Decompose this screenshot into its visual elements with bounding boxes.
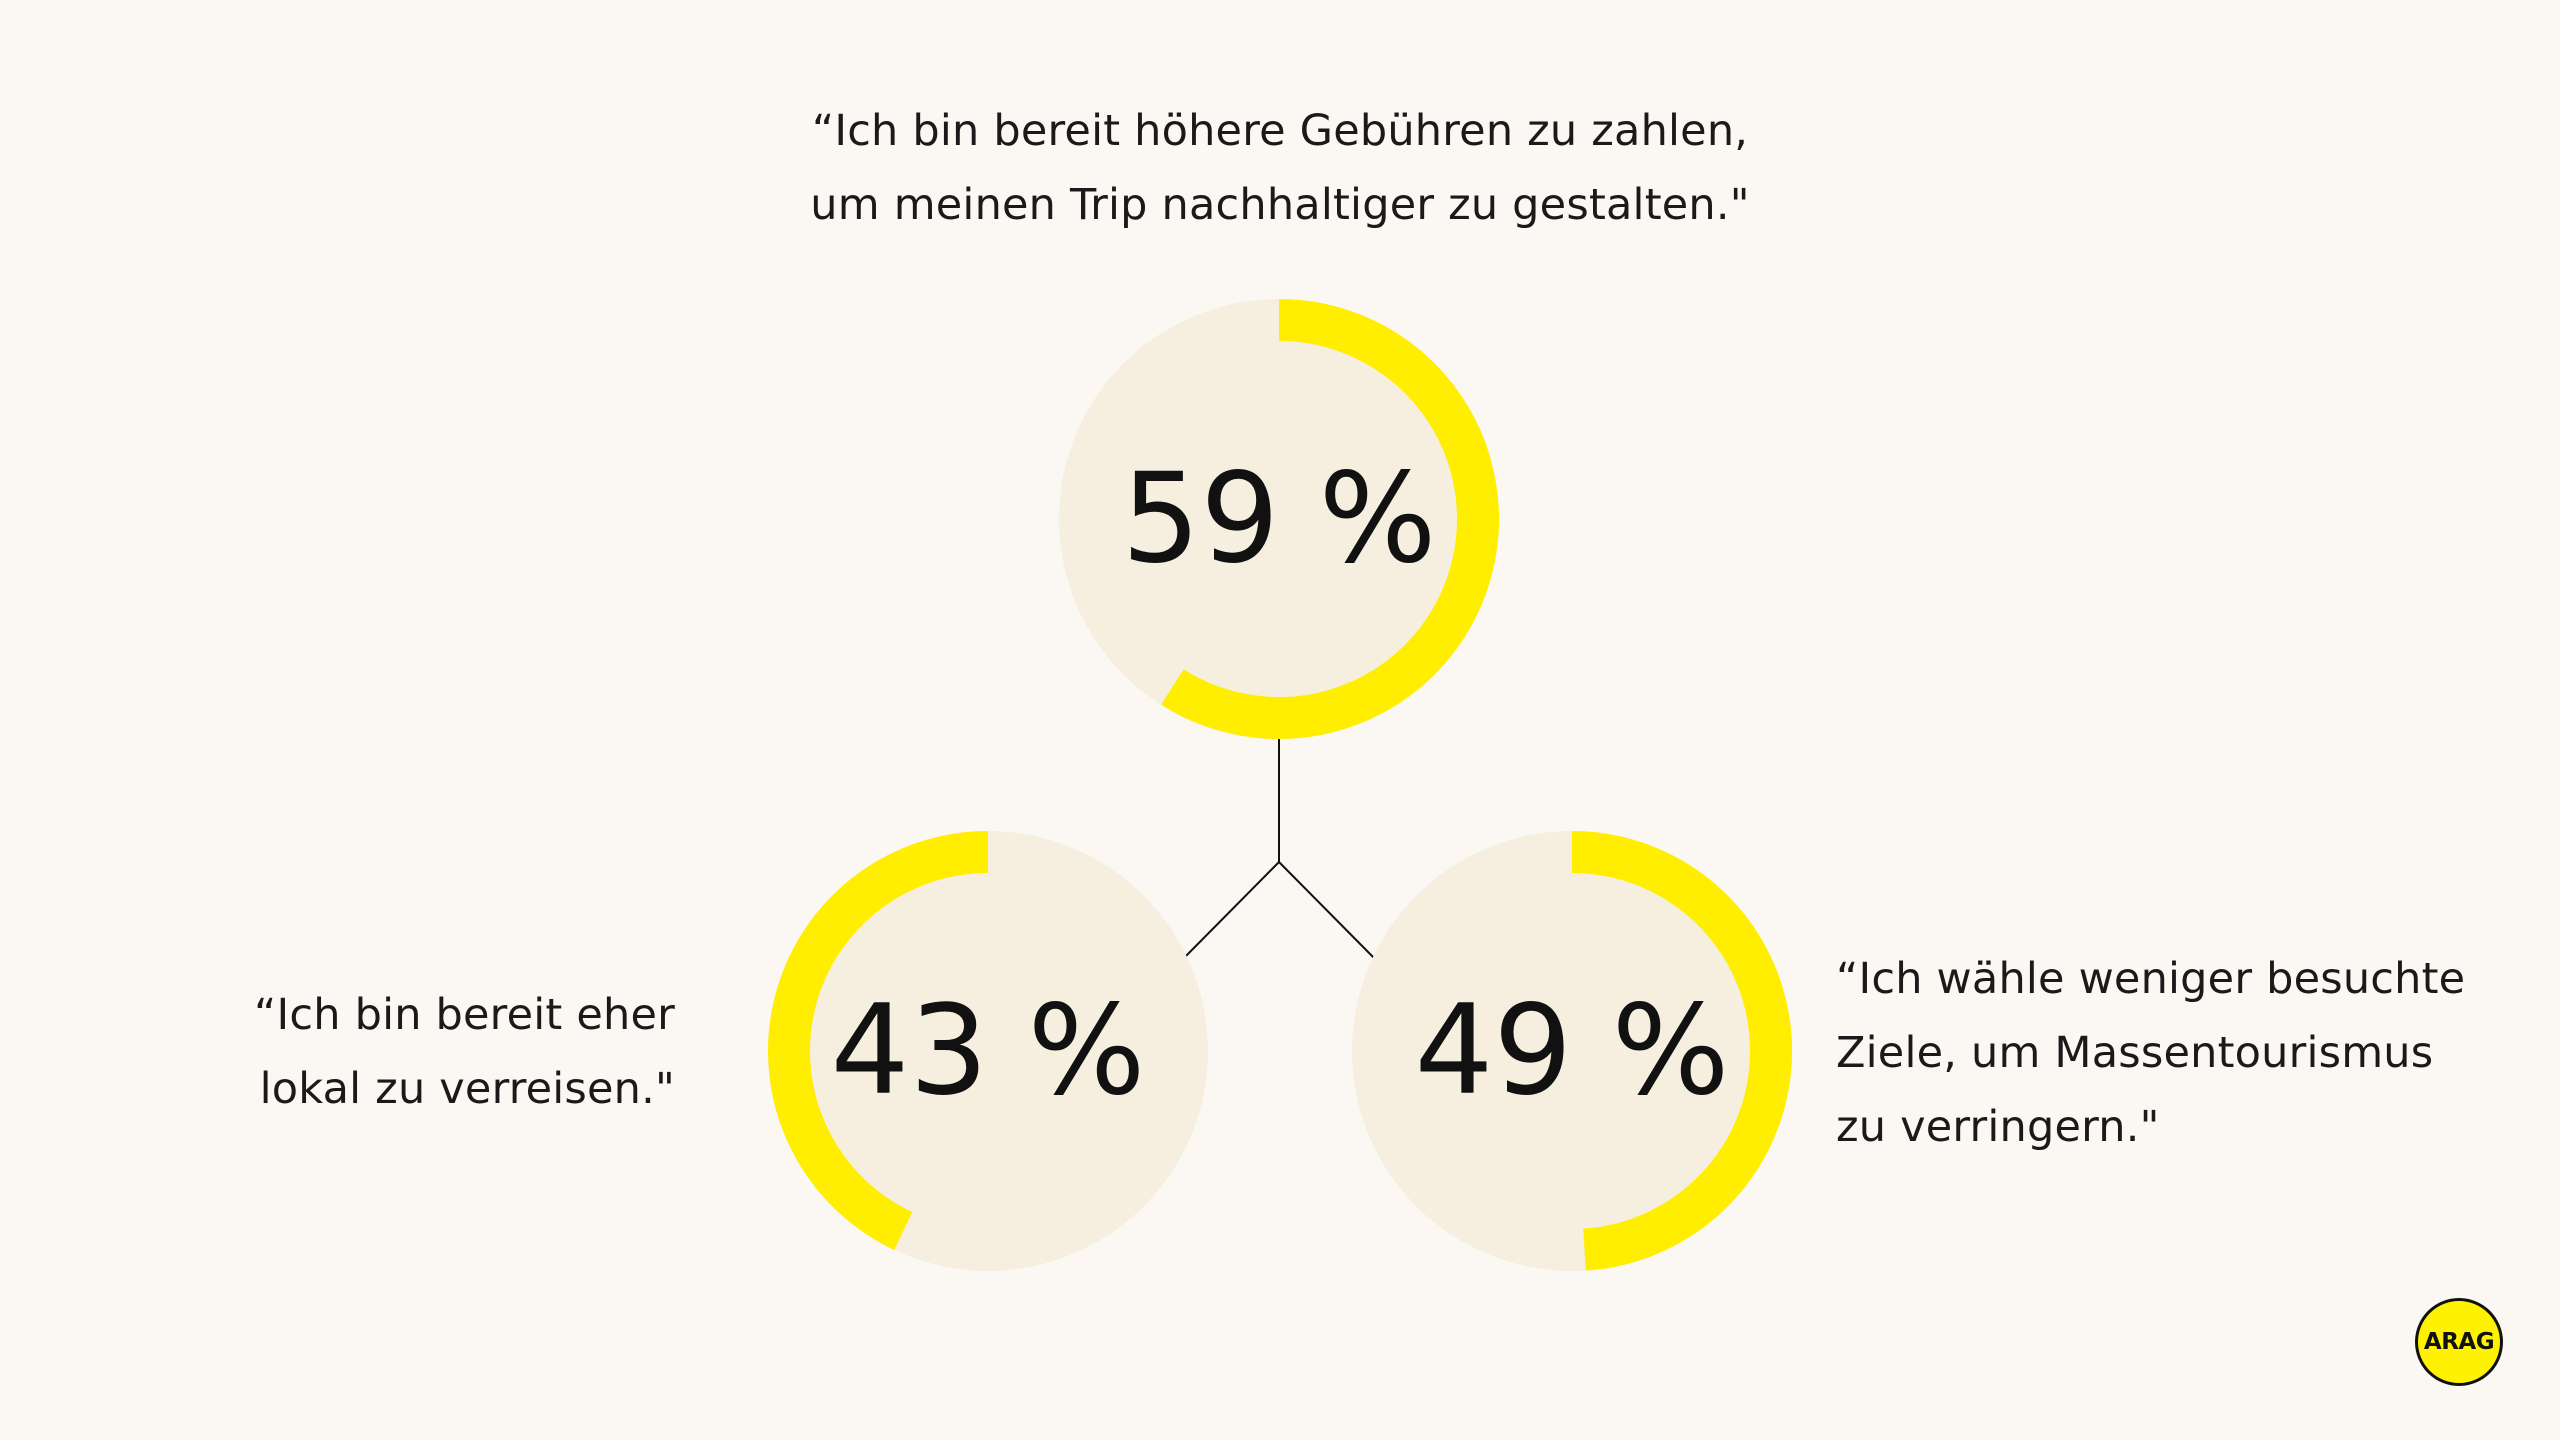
donut-left-progress-arc: [768, 831, 989, 1251]
quote-left-line: “Ich bin bereit eher: [254, 990, 675, 1040]
donut-right-progress-arc: [1571, 831, 1793, 1271]
quote-right-line: Ziele, um Massentourismus: [1836, 1028, 2434, 1078]
donut-right-track: [1352, 831, 1792, 1271]
quote-left: “Ich bin bereit eher lokal zu verreisen.…: [254, 978, 675, 1126]
quote-left-line: lokal zu verreisen.": [259, 1064, 675, 1114]
donut-right-value: 49 %: [1414, 979, 1729, 1123]
donut-top-track: [1059, 299, 1499, 739]
donut-right: 49 %: [1352, 831, 1793, 1271]
donut-top-value: 59 %: [1121, 447, 1436, 591]
donut-left-track: [768, 831, 1208, 1271]
quote-right: “Ich wähle weniger besuchte Ziele, um Ma…: [1836, 942, 2465, 1164]
donut-top: 59 %: [1059, 299, 1499, 739]
connector-right-branch: [1278, 861, 1379, 963]
quote-right-line: “Ich wähle weniger besuchte: [1836, 954, 2466, 1004]
quote-top-line: “Ich bin bereit höhere Gebühren zu zahle…: [811, 106, 1749, 156]
donut-left: 43 %: [768, 831, 1208, 1271]
connector-lines: [1179, 720, 1379, 963]
quote-top: “Ich bin bereit höhere Gebühren zu zahle…: [0, 94, 2560, 242]
connector-left-branch: [1179, 861, 1280, 963]
arag-logo: ARAG: [2415, 1298, 2503, 1386]
quote-top-line: um meinen Trip nachhaltiger zu gestalten…: [810, 180, 1750, 230]
donut-left-value: 43 %: [830, 979, 1145, 1123]
donut-top-progress-arc: [1161, 299, 1499, 739]
quote-right-line: zu verringern.": [1836, 1102, 2160, 1152]
